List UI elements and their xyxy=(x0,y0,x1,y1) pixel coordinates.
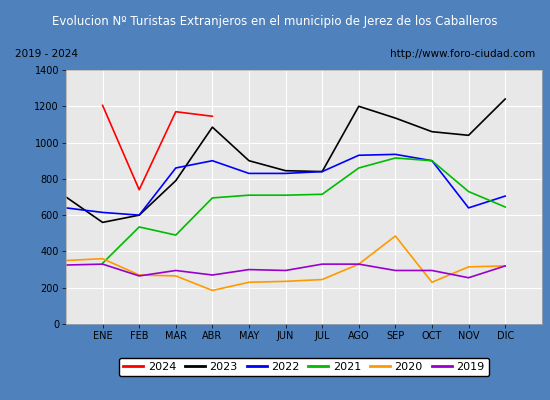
Legend: 2024, 2023, 2022, 2021, 2020, 2019: 2024, 2023, 2022, 2021, 2020, 2019 xyxy=(119,358,489,376)
Text: Evolucion Nº Turistas Extranjeros en el municipio de Jerez de los Caballeros: Evolucion Nº Turistas Extranjeros en el … xyxy=(52,14,498,28)
Text: 2019 - 2024: 2019 - 2024 xyxy=(15,49,78,59)
Text: http://www.foro-ciudad.com: http://www.foro-ciudad.com xyxy=(389,49,535,59)
